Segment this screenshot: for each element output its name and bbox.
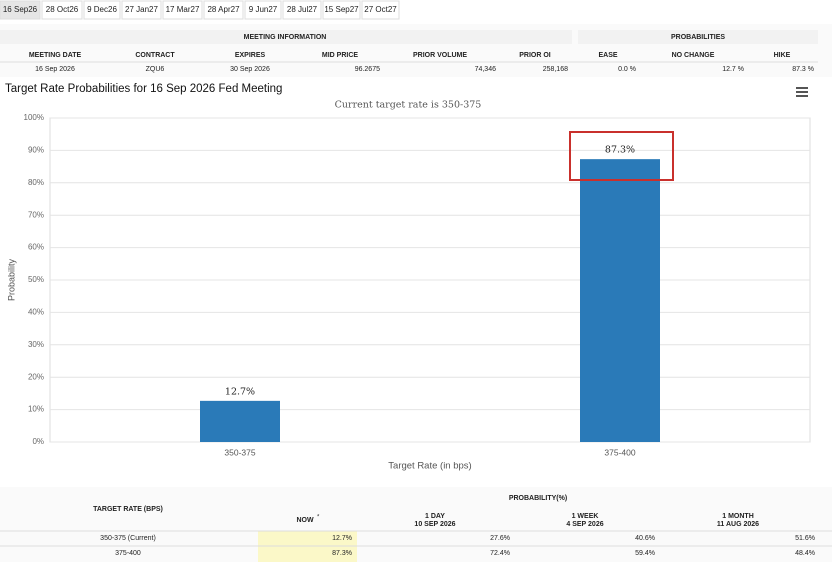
tab-label[interactable]: 9 Dec26 bbox=[87, 5, 117, 14]
y-tick-label: 40% bbox=[28, 308, 44, 317]
bar bbox=[580, 159, 660, 442]
section-title: MEETING INFORMATION bbox=[244, 34, 327, 41]
cell: 27.6% bbox=[490, 535, 510, 542]
cell: 12.7 % bbox=[722, 66, 744, 73]
column-header: PRIOR VOLUME bbox=[413, 52, 467, 59]
y-tick-label: 60% bbox=[28, 243, 44, 252]
cell: 16 Sep 2026 bbox=[35, 66, 75, 73]
chart-title: Target Rate Probabilities for 16 Sep 202… bbox=[5, 83, 282, 95]
y-tick-label: 30% bbox=[28, 340, 44, 349]
data-label: 12.7% bbox=[225, 386, 255, 397]
tab-label[interactable]: 27 Oct27 bbox=[364, 5, 397, 14]
tab-label[interactable]: 16 Sep26 bbox=[3, 5, 38, 14]
y-axis-label: Probability bbox=[6, 258, 16, 301]
column-header: HIKE bbox=[774, 52, 791, 59]
cell: 48.4% bbox=[795, 550, 815, 557]
bar bbox=[200, 400, 280, 442]
cell: 30 Sep 2026 bbox=[230, 66, 270, 73]
highlight-box bbox=[569, 131, 674, 181]
column-header: 1 MONTH bbox=[722, 513, 754, 520]
cell: 258,168 bbox=[543, 66, 568, 73]
cell: 72.4% bbox=[490, 550, 510, 557]
y-tick-label: 70% bbox=[28, 210, 44, 219]
cell: 87.3% bbox=[332, 550, 352, 557]
column-header: EXPIRES bbox=[235, 52, 266, 59]
chart-subtitle: Current target rate is 350-375 bbox=[335, 100, 482, 111]
tab-label[interactable]: 15 Sep27 bbox=[324, 5, 359, 14]
y-tick-label: 20% bbox=[28, 372, 44, 381]
column-note: * bbox=[317, 515, 320, 521]
cell: 74,346 bbox=[475, 66, 497, 73]
tab[interactable] bbox=[203, 0, 244, 20]
tab-label[interactable]: 17 Mar27 bbox=[166, 5, 200, 14]
column-header: NO CHANGE bbox=[672, 52, 715, 59]
menu-icon[interactable] bbox=[796, 87, 808, 97]
info-header-bg bbox=[0, 30, 572, 44]
y-tick-label: 80% bbox=[28, 178, 44, 187]
tab[interactable] bbox=[322, 0, 361, 20]
cell: ZQU6 bbox=[146, 66, 165, 73]
table-panel bbox=[0, 487, 832, 562]
section-title: PROBABILITY(%) bbox=[509, 495, 567, 502]
tab[interactable] bbox=[282, 0, 322, 20]
cell: 375-400 bbox=[115, 550, 141, 557]
tab-label[interactable]: 27 Jan27 bbox=[125, 5, 158, 14]
cell: 350-375 (Current) bbox=[100, 535, 156, 542]
tab[interactable] bbox=[0, 0, 41, 20]
cell: 96.2675 bbox=[355, 66, 380, 73]
column-header: PRIOR OI bbox=[519, 52, 551, 59]
tab[interactable] bbox=[41, 0, 83, 20]
tab-label[interactable]: 28 Apr27 bbox=[207, 5, 240, 14]
column-header: 1 WEEK bbox=[572, 513, 599, 520]
cell: 87.3 % bbox=[792, 66, 814, 73]
tab-label[interactable]: 28 Oct26 bbox=[46, 5, 79, 14]
column-date: 10 SEP 2026 bbox=[414, 521, 455, 528]
column-date: 4 SEP 2026 bbox=[566, 521, 603, 528]
x-tick-label: 375-400 bbox=[604, 447, 635, 457]
cell: 0.0 % bbox=[618, 66, 636, 73]
y-tick-label: 10% bbox=[28, 405, 44, 414]
section-title: PROBABILITIES bbox=[671, 34, 725, 41]
column-date: 11 AUG 2026 bbox=[717, 521, 759, 528]
column-header: TARGET RATE (BPS) bbox=[93, 506, 163, 513]
y-tick-label: 50% bbox=[28, 275, 44, 284]
tab[interactable] bbox=[83, 0, 121, 20]
tab-label[interactable]: 28 Jul27 bbox=[287, 5, 318, 14]
cell: 51.6% bbox=[795, 535, 815, 542]
column-header: NOW bbox=[296, 517, 314, 524]
column-header: 1 DAY bbox=[425, 513, 445, 520]
y-tick-label: 100% bbox=[24, 113, 44, 122]
tab[interactable] bbox=[244, 0, 282, 20]
x-tick-label: 350-375 bbox=[224, 447, 255, 457]
column-header: CONTRACT bbox=[135, 52, 175, 59]
column-header: MID PRICE bbox=[322, 52, 359, 59]
data-label: 87.3% bbox=[605, 145, 635, 156]
column-header: EASE bbox=[598, 52, 617, 59]
tab[interactable] bbox=[162, 0, 203, 20]
column-header: MEETING DATE bbox=[29, 52, 82, 59]
tab[interactable] bbox=[361, 0, 400, 20]
prob-header-bg bbox=[578, 30, 818, 44]
cell: 12.7% bbox=[332, 535, 352, 542]
cell: 40.6% bbox=[635, 535, 655, 542]
cell: 59.4% bbox=[635, 550, 655, 557]
x-axis-label: Target Rate (in bps) bbox=[388, 461, 471, 472]
tab[interactable] bbox=[121, 0, 162, 20]
tab-label[interactable]: 9 Jun27 bbox=[249, 5, 278, 14]
y-tick-label: 90% bbox=[28, 146, 44, 155]
y-tick-label: 0% bbox=[32, 437, 44, 446]
